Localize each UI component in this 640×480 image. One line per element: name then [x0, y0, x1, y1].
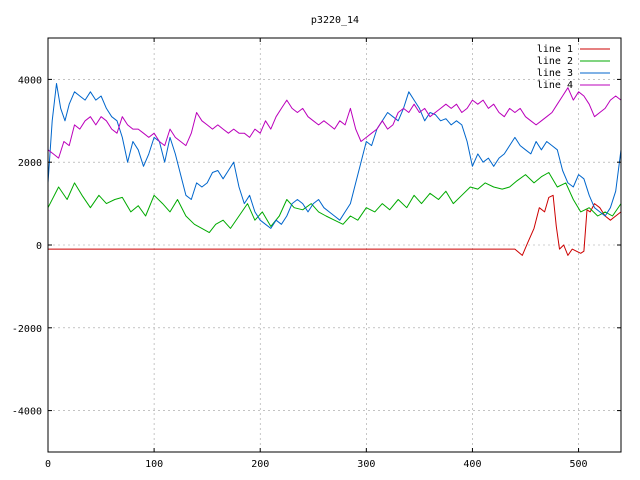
legend-label-4: line 4	[537, 80, 573, 91]
x-tick-label: 100	[145, 459, 163, 470]
y-tick-label: -2000	[12, 324, 42, 335]
series-line-4	[47, 87, 622, 159]
series-line-3	[47, 83, 622, 229]
legend-label-3: line 3	[537, 68, 573, 79]
grid	[47, 38, 621, 452]
y-tick-label: -4000	[12, 407, 42, 418]
legend-label-1: line 1	[537, 44, 573, 55]
chart-title: p3220_14	[311, 15, 359, 26]
series-lines	[47, 83, 622, 256]
y-tick-label: 2000	[18, 158, 42, 169]
x-tick-label: 0	[45, 459, 51, 470]
y-tick-label: 4000	[18, 75, 42, 86]
x-tick-label: 300	[357, 459, 375, 470]
x-tick-label: 500	[570, 459, 588, 470]
x-tick-label: 200	[251, 459, 269, 470]
x-tick-label: 400	[463, 459, 481, 470]
series-line-2	[47, 172, 622, 234]
axis-ticks: 0 100 200 300 400 500 -4000 -2000 0 2000 4000	[12, 38, 621, 470]
legend-label-2: line 2	[537, 56, 573, 67]
series-line-1	[48, 194, 622, 256]
y-tick-label: 0	[36, 241, 42, 252]
